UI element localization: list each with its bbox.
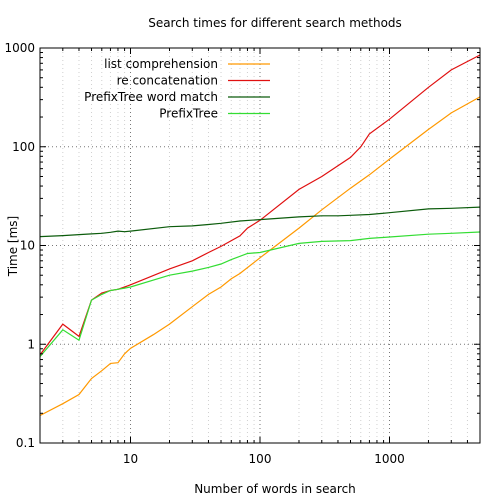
x-tick-label: 1000 bbox=[374, 452, 405, 466]
series-lines bbox=[39, 54, 481, 417]
series-line-prefixtree bbox=[39, 231, 481, 357]
y-tick-label: 100 bbox=[12, 140, 35, 154]
series-line-prefixtree-word-match bbox=[39, 206, 481, 238]
series-line-list-comprehension bbox=[39, 96, 481, 417]
y-tick-label: 1 bbox=[27, 337, 35, 351]
x-tick-label: 10 bbox=[123, 452, 138, 466]
legend-label-list-comprehension: list comprehension bbox=[104, 57, 218, 71]
legend-label-re-concatenation: re concatenation bbox=[117, 74, 218, 88]
y-axis-label: Time [ms] bbox=[6, 216, 20, 278]
ticks: 10 100 1000 0.1 1 10 100 1000 bbox=[4, 41, 481, 466]
legend-label-prefixtree: PrefixTree bbox=[159, 107, 218, 121]
series-line-re-concatenation bbox=[39, 54, 481, 356]
y-tick-label: 0.1 bbox=[16, 436, 35, 450]
grid bbox=[39, 48, 481, 443]
y-tick-label: 1000 bbox=[4, 41, 35, 55]
legend-label-prefixtree-word-match: PrefixTree word match bbox=[84, 90, 218, 104]
x-axis-label: Number of words in search bbox=[194, 482, 356, 496]
y-tick-label: 10 bbox=[20, 239, 35, 253]
x-tick-label: 100 bbox=[249, 452, 272, 466]
chart-title: Search times for different search method… bbox=[148, 16, 402, 30]
legend: list comprehension re concatenation Prefix… bbox=[84, 57, 270, 121]
